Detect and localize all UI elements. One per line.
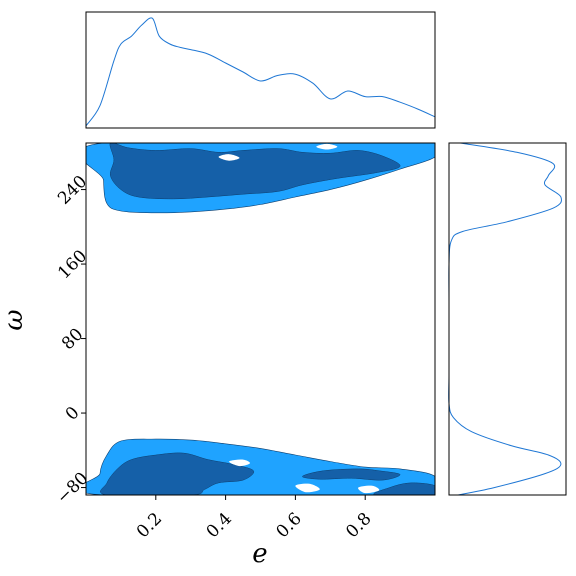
marginal-y-frame <box>448 142 567 496</box>
marginal-x-panel <box>85 11 436 129</box>
contour-hole-3 <box>358 485 380 494</box>
contour-inner-2 <box>109 143 401 200</box>
x-tick-label: 0.8 <box>342 509 375 542</box>
x-ticks: 0.2 0.4 0.6 0.8 <box>133 495 376 542</box>
x-tick-label: 0.4 <box>203 509 236 542</box>
x-tick-label: 0.6 <box>272 509 305 542</box>
x-axis-label: e <box>252 539 267 569</box>
contour-hole-2 <box>229 459 251 467</box>
x-tick-label: 0.2 <box>133 509 166 542</box>
contour-hole-0 <box>218 154 240 161</box>
contour-layer <box>86 143 435 495</box>
y-tick-label: 80 <box>58 325 87 354</box>
contour-inner-5 <box>373 482 435 495</box>
marginal-x-density-line <box>85 17 436 127</box>
contour-hole-1 <box>316 143 338 150</box>
marginal-y-density-line <box>448 142 563 496</box>
y-tick-label: 0 <box>62 403 84 425</box>
contour-inner-3 <box>100 452 255 495</box>
marginal-y-panel <box>448 142 567 496</box>
marginal-x-frame <box>85 11 436 129</box>
y-axis-label: ω <box>0 309 29 330</box>
contour-frame <box>85 142 436 496</box>
y-tick-label: −80 <box>53 468 93 508</box>
contour-hole-4 <box>295 483 320 493</box>
contour-inner-4 <box>302 468 401 481</box>
